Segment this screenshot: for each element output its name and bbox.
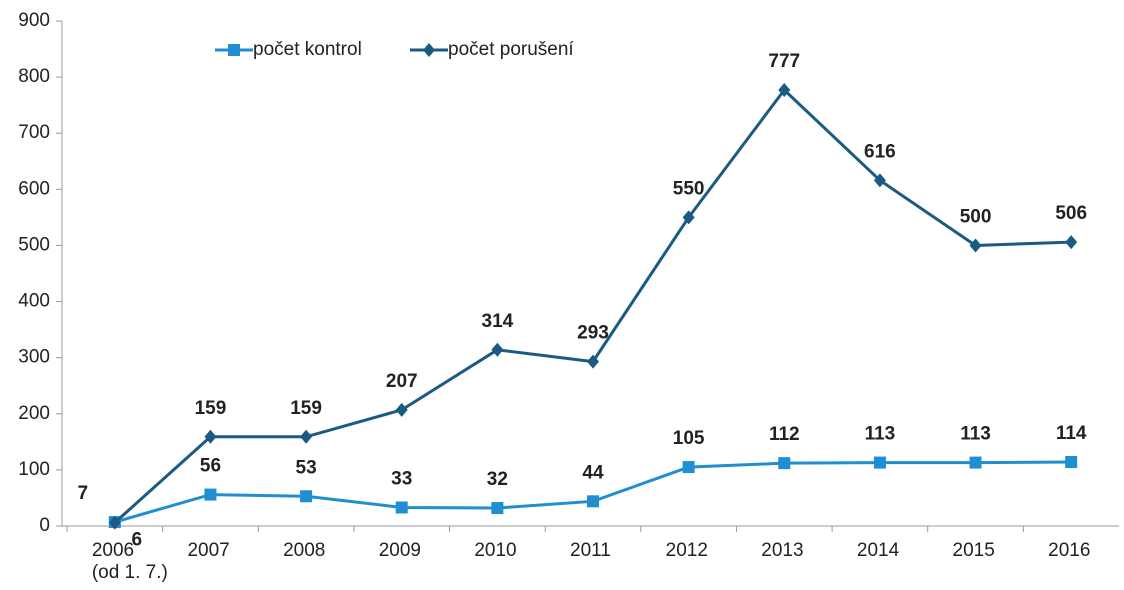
point xyxy=(491,342,504,357)
y-tick-label: 0 xyxy=(39,515,50,536)
point xyxy=(969,456,982,469)
y-tick-label: 200 xyxy=(18,403,50,424)
x-tick-label: 2008 xyxy=(283,540,326,561)
x-tick-label: 2009 xyxy=(378,540,421,561)
data-label: 293 xyxy=(577,323,609,344)
data-label: 7 xyxy=(78,483,89,504)
data-label: 314 xyxy=(482,311,514,332)
y-tick-label: 500 xyxy=(18,234,50,255)
point xyxy=(204,429,217,444)
legend-marker xyxy=(228,44,240,56)
data-label: 207 xyxy=(386,371,418,392)
point xyxy=(587,354,599,369)
point xyxy=(204,488,217,501)
data-label: 56 xyxy=(200,456,221,477)
data-label: 105 xyxy=(673,428,705,449)
data-label: 53 xyxy=(296,457,317,478)
y-tick-label: 800 xyxy=(18,66,50,87)
point xyxy=(682,210,695,225)
point xyxy=(300,490,313,503)
data-label: 112 xyxy=(769,424,800,445)
data-label: 616 xyxy=(864,141,896,162)
point xyxy=(108,515,121,530)
point xyxy=(778,83,791,98)
data-label: 777 xyxy=(768,51,800,72)
y-tick-label: 900 xyxy=(18,10,50,31)
point xyxy=(300,429,313,444)
point xyxy=(969,238,982,253)
data-label: 159 xyxy=(290,398,322,419)
data-label: 113 xyxy=(960,424,991,445)
x-tick-label: 2007 xyxy=(187,540,230,561)
data-label: 6 xyxy=(132,530,143,551)
x-tick-label: 2011 xyxy=(570,540,611,561)
point xyxy=(491,502,504,515)
x-tick-label: 2015 xyxy=(952,540,995,561)
x-tick-label: 2016 xyxy=(1048,540,1091,561)
x-tick-label: 2013 xyxy=(761,540,804,561)
point xyxy=(682,461,695,474)
data-label: 114 xyxy=(1056,423,1087,444)
x-tick-label: 2014 xyxy=(856,540,900,561)
legend-marker xyxy=(423,43,435,57)
data-label: 32 xyxy=(487,469,508,490)
data-label: 113 xyxy=(865,424,896,445)
y-tick-label: 100 xyxy=(18,459,50,480)
point xyxy=(873,173,886,188)
point xyxy=(873,456,886,469)
point xyxy=(778,457,791,470)
x-tick-label: 2006 (od 1. 7.) xyxy=(91,540,168,583)
data-label: 159 xyxy=(195,398,227,419)
data-label: 33 xyxy=(391,468,412,489)
data-label: 506 xyxy=(1055,203,1087,224)
series-line xyxy=(113,87,1072,524)
point xyxy=(395,402,408,417)
legend-label: počet kontrol xyxy=(253,39,362,60)
point xyxy=(395,501,408,514)
point xyxy=(587,495,599,508)
data-label: 44 xyxy=(582,462,604,483)
y-tick-label: 300 xyxy=(18,347,50,368)
x-tick-label: 2012 xyxy=(665,540,708,561)
y-tick-label: 700 xyxy=(18,122,50,143)
y-tick-label: 400 xyxy=(18,291,50,312)
y-tick-label: 600 xyxy=(18,178,50,199)
legend-label: počet porušení xyxy=(448,39,574,60)
data-label: 500 xyxy=(960,206,992,227)
point xyxy=(1065,235,1078,250)
x-tick-label: 2010 xyxy=(474,540,517,561)
data-label: 550 xyxy=(673,178,705,199)
point xyxy=(1065,456,1078,469)
